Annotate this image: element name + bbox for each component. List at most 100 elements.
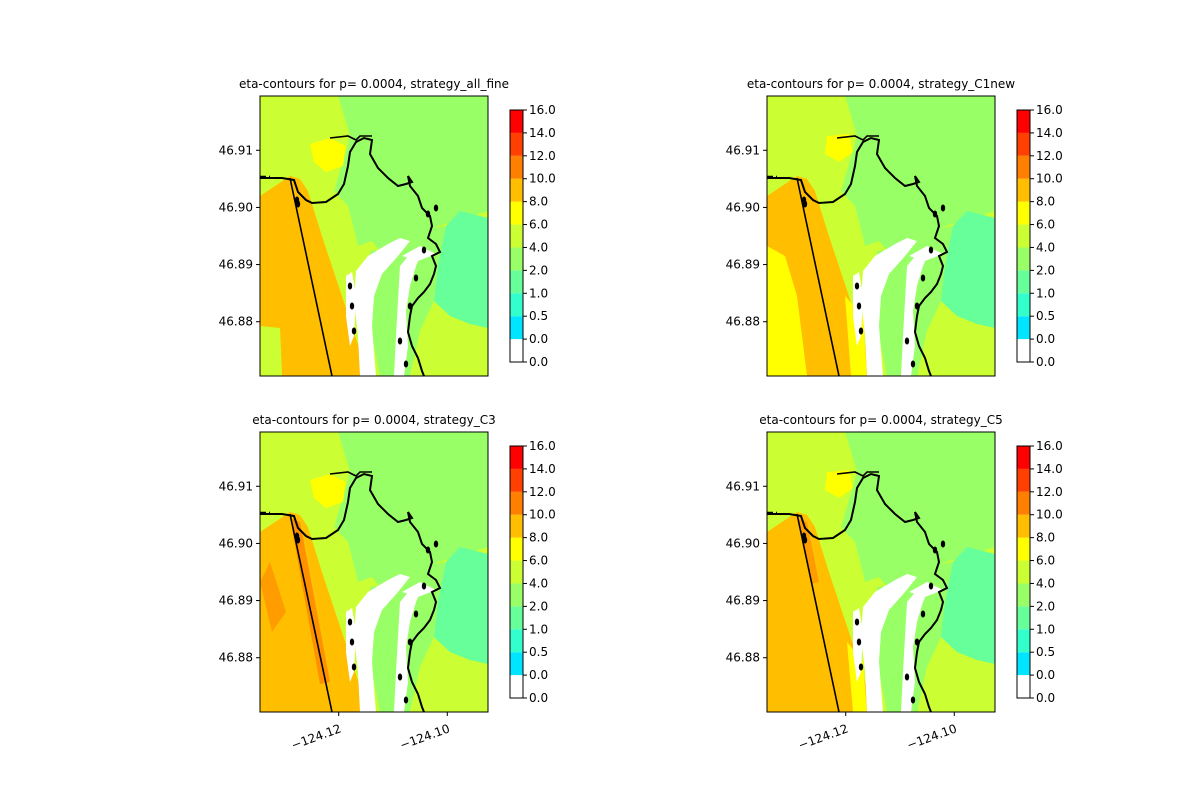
colorbar-segment [1017,293,1030,317]
panel-2: eta-contours for p= 0.0004, strategy_C1n… [726,77,1063,377]
panel-title: eta-contours for p= 0.0004, strategy_C3 [252,413,495,427]
y-tick-label: 46.91 [219,143,253,157]
colorbar-segment [1017,339,1030,362]
colorbar-segment [1017,178,1030,202]
y-tick-label: 46.88 [726,651,760,665]
y-tick-label: 46.90 [219,536,253,550]
colorbar-segment [1017,468,1030,492]
colorbar-label: 4.0 [1036,576,1055,590]
y-tick-label: 46.91 [726,479,760,493]
contour-map [767,432,995,712]
colorbar-segment [510,201,523,225]
contour-map [260,432,488,712]
contour-map [767,96,995,376]
y-tick-label: 46.89 [219,258,253,272]
colorbar-segment [510,316,523,340]
x-tick-label: −124.10 [398,721,452,752]
colorbar-segment [510,293,523,317]
colorbar-segment [510,446,523,469]
colorbar-label: 16.0 [1036,103,1063,117]
colorbar-segment [510,491,523,515]
x-tick-label: −124.10 [905,721,959,752]
panel-title: eta-contours for p= 0.0004, strategy_C5 [759,413,1002,427]
colorbar-label: 0.0 [529,691,548,705]
colorbar-label: 16.0 [1036,439,1063,453]
colorbar-segment [1017,560,1030,584]
colorbar-label: 1.0 [1036,622,1055,636]
colorbar-label: 2.0 [529,263,548,277]
colorbar-label: 12.0 [1036,149,1063,163]
colorbar-label: 0.0 [1036,668,1055,682]
colorbar-segment [1017,675,1030,698]
colorbar-label: 6.0 [529,554,548,568]
colorbar-label: 0.5 [529,309,548,323]
colorbar-segment [1017,629,1030,653]
colorbar-label: 0.5 [1036,645,1055,659]
contour-map [260,96,488,376]
colorbar-label: 1.0 [1036,286,1055,300]
colorbar-label: 2.0 [1036,263,1055,277]
colorbar-segment [510,675,523,698]
colorbar-label: 14.0 [529,462,556,476]
panel-3: eta-contours for p= 0.0004, strategy_C3 4… [219,413,556,752]
colorbar: 0.0 0.0 0.5 1.0 2.0 4.0 6.0 8.0 10.0 12.0 14.0 16.0 [1016,103,1063,369]
colorbar-label: 8.0 [529,531,548,545]
colorbar-label: 10.0 [1036,508,1063,522]
colorbar-segment [510,537,523,561]
colorbar-segment [1017,583,1030,607]
colorbar-segment [1017,446,1030,469]
colorbar-segment [1017,270,1030,294]
colorbar-label: 6.0 [1036,554,1055,568]
colorbar-segment [510,270,523,294]
colorbar-segment [510,583,523,607]
colorbar-label: 1.0 [529,286,548,300]
colorbar-label: 4.0 [529,240,548,254]
colorbar-label: 12.0 [529,149,556,163]
colorbar-segment [510,339,523,362]
panel-1: eta-contours for p= 0.0004, strategy_all… [219,77,556,377]
colorbar-segment [510,155,523,179]
colorbar-label: 6.0 [529,218,548,232]
colorbar-segment [1017,155,1030,179]
axes-frame [766,431,996,713]
colorbar-label: 16.0 [529,439,556,453]
colorbar-label: 0.0 [529,668,548,682]
y-tick-label: 46.90 [726,536,760,550]
colorbar: 0.0 0.0 0.5 1.0 2.0 4.0 6.0 8.0 10.0 12.0 14.0 16.0 [509,439,556,705]
y-tick-label: 46.88 [219,651,253,665]
colorbar-segment [1017,224,1030,248]
colorbar-label: 8.0 [1036,195,1055,209]
panel-title: eta-contours for p= 0.0004, strategy_all… [239,77,509,91]
colorbar-label: 4.0 [1036,240,1055,254]
colorbar-segment [1017,514,1030,538]
colorbar-segment [510,629,523,653]
colorbar-segment [1017,491,1030,515]
y-tick-label: 46.88 [726,315,760,329]
colorbar-segment [510,224,523,248]
colorbar-label: 0.0 [1036,355,1055,369]
panel-4: eta-contours for p= 0.0004, strategy_C5 4… [726,413,1063,752]
colorbar-label: 14.0 [1036,462,1063,476]
y-tick-label: 46.91 [219,479,253,493]
colorbar-segment [1017,247,1030,271]
colorbar: 0.0 0.0 0.5 1.0 2.0 4.0 6.0 8.0 10.0 12.0 14.0 16.0 [509,103,556,369]
colorbar-label: 2.0 [529,599,548,613]
y-tick-label: 46.88 [219,315,253,329]
y-tick-label: 46.89 [726,258,760,272]
colorbar-segment [510,652,523,676]
colorbar-segment [1017,132,1030,156]
colorbar-label: 0.0 [1036,691,1055,705]
colorbar-segment [1017,652,1030,676]
colorbar-label: 4.0 [529,576,548,590]
colorbar-label: 8.0 [529,195,548,209]
colorbar-label: 14.0 [529,126,556,140]
colorbar-segment [510,178,523,202]
y-tick-label: 46.89 [219,594,253,608]
axes-frame [259,431,489,713]
colorbar-segment [510,110,523,133]
colorbar-label: 16.0 [529,103,556,117]
colorbar-label: 12.0 [1036,485,1063,499]
colorbar-label: 0.5 [1036,309,1055,323]
x-tick-label: −124.12 [796,721,850,752]
